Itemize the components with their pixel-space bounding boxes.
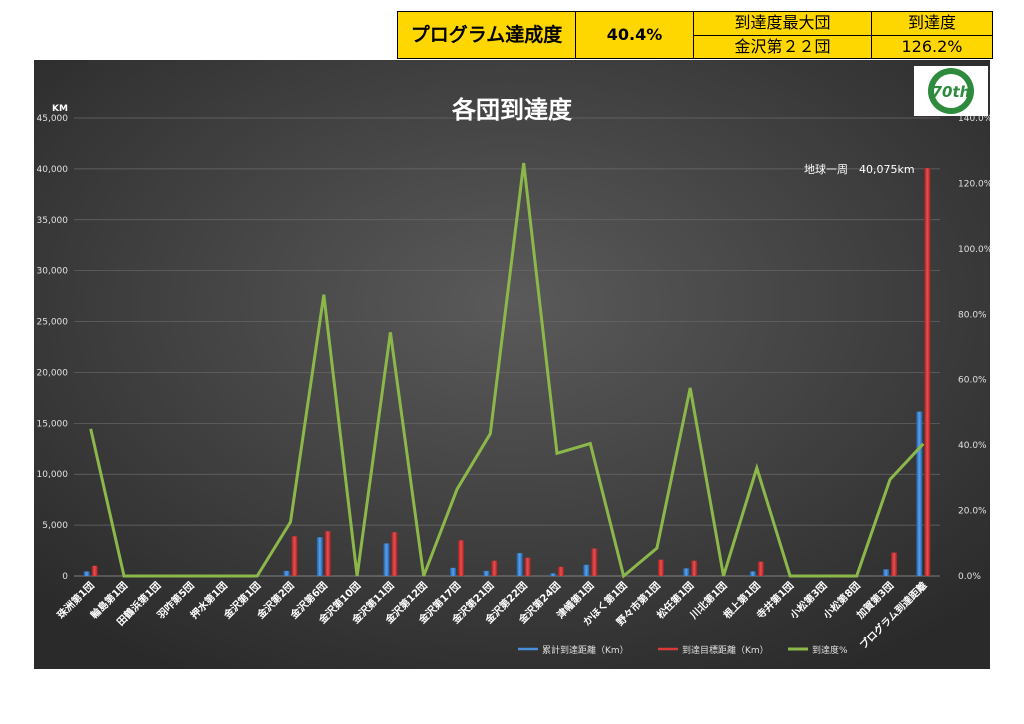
- bar-reached: [883, 569, 890, 576]
- bar-target: [291, 536, 298, 576]
- bar-reached: [383, 543, 390, 576]
- rate-line: [89, 162, 925, 579]
- summary-table: プログラム達成度 40.4% 到達度最大団 到達度 金沢第２２団 126.2%: [397, 11, 993, 59]
- y-tick-label: 40,000: [37, 165, 69, 175]
- y2-tick-label: 140.0%: [958, 114, 990, 124]
- logo-text: 70th: [932, 83, 971, 101]
- y2-tick-label: 120.0%: [958, 179, 990, 189]
- bar-target: [591, 548, 598, 576]
- y2-tick-label: 100.0%: [958, 245, 990, 255]
- y2-tick-label: 0.0%: [958, 572, 981, 582]
- bar-reached: [483, 570, 490, 576]
- bar-reached: [916, 411, 923, 576]
- y-tick-label: 45,000: [37, 114, 69, 124]
- bar-target: [757, 561, 764, 576]
- chart-title: 各団到達度: [451, 96, 573, 124]
- y-tick-label: 0: [62, 572, 68, 582]
- y-tick-label: 20,000: [37, 368, 69, 378]
- legend-label: 累計到達距離（Km）: [542, 644, 629, 656]
- legend-label: 到達度%: [812, 644, 848, 656]
- bar-reached: [749, 571, 756, 576]
- program-value: 40.4%: [575, 11, 694, 59]
- legend-label: 到達目標距離（Km）: [682, 644, 769, 656]
- rate-value: 126.2%: [871, 34, 993, 59]
- earth-annotation: 地球一周 40,075km: [804, 162, 915, 176]
- chart-svg: 0 5,000 10,000 15,000 20,000 25,000 30,000 35,0…: [34, 60, 993, 669]
- top-group-header: 到達度最大団: [693, 11, 872, 36]
- bar-reached: [549, 573, 556, 576]
- bar-reached: [316, 537, 323, 576]
- bar-target: [91, 565, 98, 576]
- rate-header: 到達度: [871, 11, 993, 36]
- bar-reached: [516, 553, 523, 576]
- bar-target: [391, 532, 398, 576]
- y-tick-label: 5,000: [42, 521, 68, 531]
- logo: 70th: [914, 66, 988, 116]
- bar-reached: [83, 571, 90, 576]
- program-label: プログラム達成度: [397, 11, 576, 59]
- bar-target: [458, 540, 465, 576]
- bar-target: [491, 560, 498, 576]
- y-tick-label: 25,000: [37, 318, 69, 328]
- y-axis-label: KM: [52, 104, 68, 114]
- chart-container: 0 5,000 10,000 15,000 20,000 25,000 30,000 35,0…: [34, 60, 993, 669]
- bar-reached: [583, 564, 590, 576]
- y2-tick-label: 80.0%: [958, 310, 987, 320]
- bar-target: [924, 168, 931, 576]
- bar-target: [891, 552, 898, 576]
- bar-reached: [283, 570, 290, 576]
- y2-tick-label: 40.0%: [958, 441, 987, 451]
- y-tick-label: 10,000: [37, 470, 69, 480]
- y-tick-label: 30,000: [37, 267, 69, 277]
- y2-tick-label: 60.0%: [958, 376, 987, 386]
- bar-reached: [450, 567, 457, 576]
- bar-target: [691, 560, 698, 576]
- bar-target: [524, 557, 531, 576]
- bar-target: [557, 566, 564, 576]
- bar-target: [324, 531, 331, 576]
- chart-background: [34, 60, 990, 669]
- top-group-value: 金沢第２２団: [693, 34, 872, 59]
- bar-reached: [683, 568, 690, 576]
- y2-tick-label: 20.0%: [958, 507, 987, 517]
- bar-target: [657, 559, 664, 576]
- y-tick-label: 15,000: [37, 419, 69, 429]
- y-tick-label: 35,000: [37, 216, 69, 226]
